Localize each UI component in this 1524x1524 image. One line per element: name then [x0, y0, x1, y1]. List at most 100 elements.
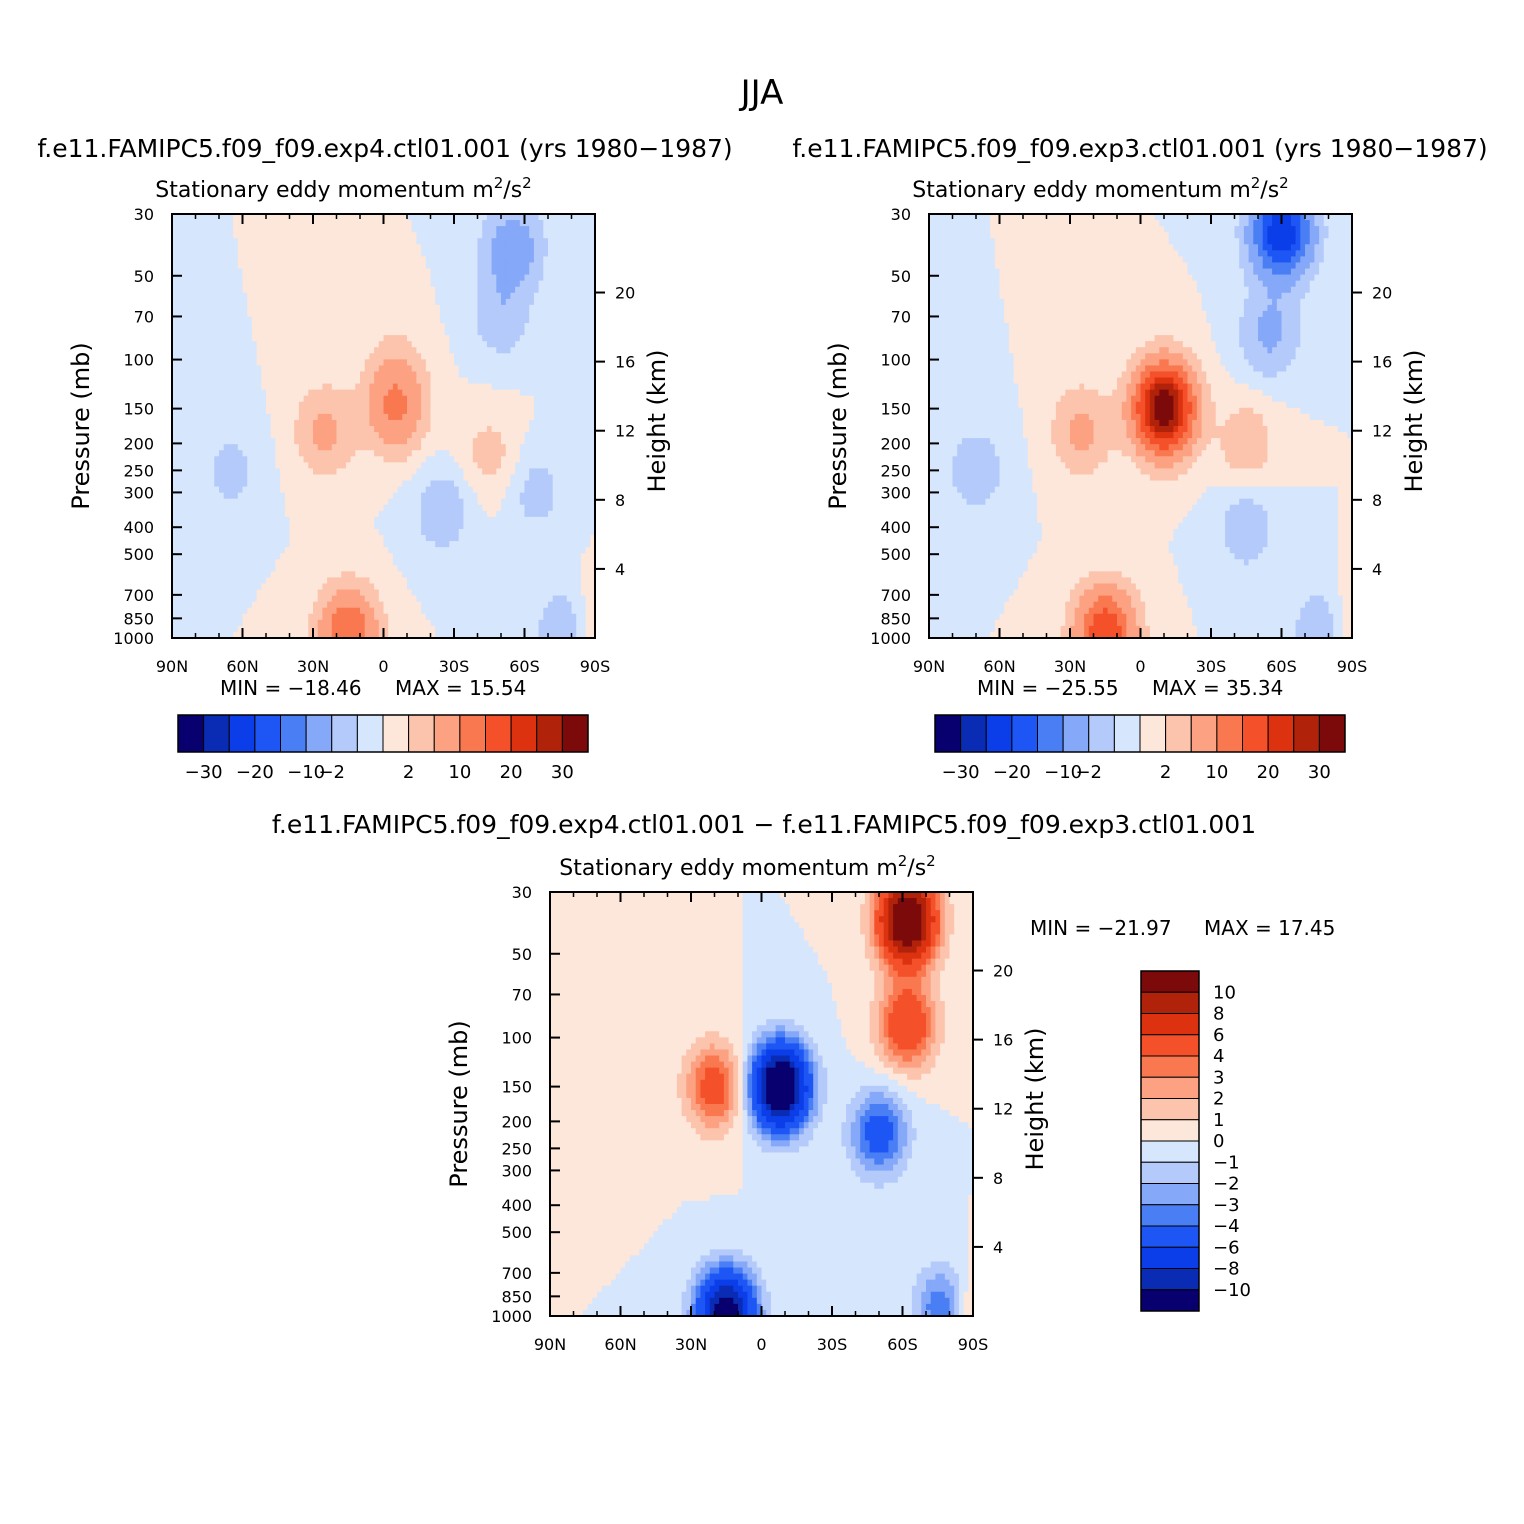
contour-cell — [196, 341, 201, 348]
contour-cell — [449, 371, 454, 378]
contour-cell — [355, 238, 360, 245]
contour-cell — [351, 493, 356, 500]
contour-cell — [369, 335, 374, 342]
contour-cell — [233, 317, 238, 324]
contour-cell — [228, 523, 233, 530]
contour-cell — [539, 378, 544, 385]
contour-cell — [487, 444, 492, 451]
contour-cell — [243, 281, 248, 288]
contour-cell — [290, 305, 295, 312]
contour-cell — [280, 329, 285, 336]
contour-cell — [548, 341, 553, 348]
contour-cell — [186, 269, 191, 276]
contour-cell — [322, 499, 327, 506]
contour-cell — [238, 378, 243, 385]
contour-cell — [290, 281, 295, 288]
contour-cell — [487, 499, 492, 506]
contour-cell — [440, 450, 445, 457]
contour-cell — [553, 287, 558, 294]
contour-cell — [449, 353, 454, 360]
contour-cell — [576, 390, 581, 397]
contour-cell — [318, 220, 323, 227]
contour-cell — [459, 244, 464, 251]
contour-cell — [294, 299, 299, 306]
contour-cell — [553, 396, 558, 403]
contour-cell — [506, 408, 511, 415]
contour-cell — [416, 444, 421, 451]
contour-cell — [416, 365, 421, 372]
contour-cell — [196, 335, 201, 342]
contour-cell — [304, 311, 309, 318]
contour-cell — [322, 517, 327, 524]
contour-cell — [412, 311, 417, 318]
contour-cell — [520, 541, 525, 548]
contour-cell — [228, 493, 233, 500]
contour-cell — [402, 299, 407, 306]
contour-cell — [449, 226, 454, 233]
contour-cell — [529, 371, 534, 378]
contour-cell — [327, 275, 332, 282]
contour-cell — [525, 462, 530, 469]
contour-cell — [374, 390, 379, 397]
contour-cell — [421, 529, 426, 536]
contour-cell — [506, 414, 511, 421]
contour-cell — [210, 462, 215, 469]
contour-cell — [299, 299, 304, 306]
contour-cell — [510, 232, 515, 239]
contour-cell — [572, 481, 577, 488]
contour-cell — [553, 262, 558, 269]
contour-cell — [506, 232, 511, 239]
contour-cell — [539, 244, 544, 251]
contour-cell — [360, 275, 365, 282]
contour-cell — [379, 456, 384, 463]
contour-cell — [304, 474, 309, 481]
contour-cell — [557, 353, 562, 360]
contour-cell — [454, 347, 459, 354]
contour-cell — [322, 402, 327, 409]
contour-cell — [384, 365, 389, 372]
contour-cell — [257, 529, 262, 536]
contour-cell — [271, 505, 276, 512]
contour-cell — [379, 305, 384, 312]
contour-cell — [332, 517, 337, 524]
contour-cell — [233, 450, 238, 457]
contour-cell — [510, 305, 515, 312]
contour-cell — [496, 505, 501, 512]
contour-cell — [327, 353, 332, 360]
contour-cell — [228, 244, 233, 251]
contour-cell — [487, 493, 492, 500]
contour-cell — [252, 281, 257, 288]
contour-cell — [388, 505, 393, 512]
contour-cell — [534, 275, 539, 282]
contour-cell — [506, 359, 511, 366]
contour-cell — [318, 493, 323, 500]
contour-cell — [586, 220, 591, 227]
contour-cell — [341, 414, 346, 421]
contour-cell — [205, 432, 210, 439]
contour-cell — [181, 396, 186, 403]
contour-cell — [243, 347, 248, 354]
contour-cell — [238, 299, 243, 306]
contour-cell — [426, 402, 431, 409]
contour-cell — [304, 462, 309, 469]
contour-cell — [510, 299, 515, 306]
contour-cell — [365, 365, 370, 372]
contour-cell — [463, 414, 468, 421]
contour-cell — [365, 293, 370, 300]
contour-cell — [581, 493, 586, 500]
contour-cell — [398, 305, 403, 312]
contour-cell — [384, 317, 389, 324]
contour-cell — [285, 287, 290, 294]
contour-cell — [421, 262, 426, 269]
contour-cell — [369, 384, 374, 391]
contour-cell — [501, 396, 506, 403]
contour-cell — [280, 541, 285, 548]
contour-cell — [468, 365, 473, 372]
contour-cell — [252, 402, 257, 409]
contour-cell — [304, 244, 309, 251]
contour-cell — [454, 244, 459, 251]
contour-cell — [238, 365, 243, 372]
contour-cell — [210, 493, 215, 500]
contour-cell — [228, 269, 233, 276]
contour-cell — [384, 384, 389, 391]
